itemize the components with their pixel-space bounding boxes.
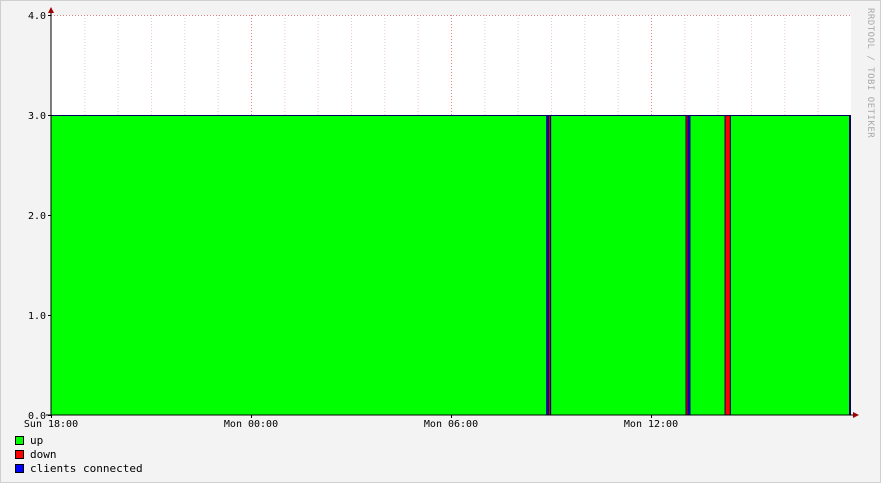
legend-label: up — [30, 434, 43, 447]
legend-swatch — [15, 464, 24, 473]
x-tick-label: Mon 00:00 — [224, 419, 278, 430]
y-tick-label: 1.0 — [28, 311, 46, 322]
x-tick-label: Mon 06:00 — [424, 419, 478, 430]
x-tick-label: Sun 18:00 — [24, 419, 78, 430]
y-tick-label: 0.0 — [28, 411, 46, 422]
data-areas — [51, 115, 851, 415]
legend-label: down — [30, 448, 57, 461]
watermark: RRDTOOL / TOBI OETIKER — [865, 8, 875, 138]
y-axis-arrow — [48, 7, 54, 13]
area-segment-down — [548, 115, 551, 415]
legend-swatch — [15, 450, 24, 459]
y-tick-label: 3.0 — [28, 111, 46, 122]
x-axis-arrow — [853, 412, 859, 418]
tick-labels: 0.0 1.0 2.0 3.0 4.0 Sun 18:00 Mon 00:00 Mon 06:… — [24, 11, 678, 430]
area-segment-up — [730, 115, 851, 415]
area-segment-up — [550, 115, 686, 415]
legend-swatch — [15, 436, 24, 445]
y-tick-label: 2.0 — [28, 211, 46, 222]
area-segment-clients-connected — [546, 115, 549, 415]
x-tick-label: Mon 12:00 — [624, 419, 678, 430]
area-segment-clients-connected — [688, 115, 690, 415]
legend-label: clients connected — [30, 462, 143, 475]
area-segment-up — [690, 115, 725, 415]
area-segment-down — [686, 115, 688, 415]
y-tick-label: 4.0 — [28, 11, 46, 22]
area-segment-up — [51, 115, 547, 415]
axes — [46, 7, 859, 418]
area-segment-down — [725, 115, 731, 415]
